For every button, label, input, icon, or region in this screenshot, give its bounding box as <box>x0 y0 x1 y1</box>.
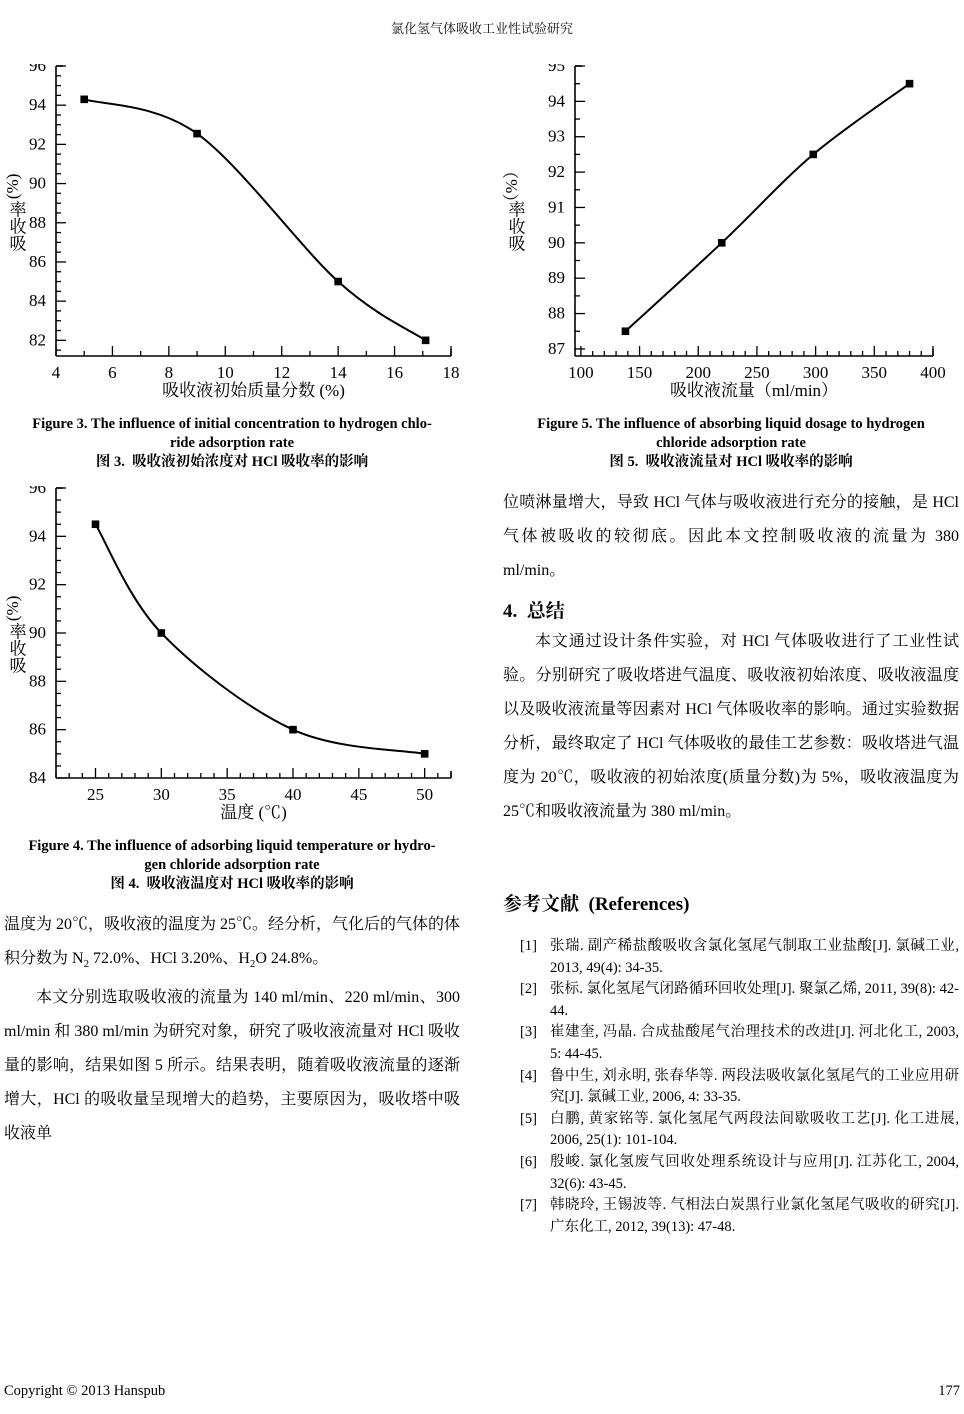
svg-text:88: 88 <box>29 213 46 232</box>
svg-text:82: 82 <box>29 330 46 349</box>
svg-text:300: 300 <box>803 363 829 382</box>
svg-text:150: 150 <box>627 363 653 382</box>
svg-text:50: 50 <box>416 785 433 804</box>
svg-text:温度 (℃): 温度 (℃) <box>220 803 287 822</box>
svg-text:92: 92 <box>29 575 46 594</box>
svg-text:84: 84 <box>29 291 47 310</box>
svg-text:吸: 吸 <box>10 234 27 253</box>
svg-text:92: 92 <box>548 162 565 181</box>
svg-text:350: 350 <box>862 363 888 382</box>
svg-text:84: 84 <box>29 768 47 787</box>
svg-text:吸: 吸 <box>10 656 27 675</box>
svg-text:88: 88 <box>29 671 46 690</box>
svg-text:16: 16 <box>386 363 403 382</box>
svg-text:30: 30 <box>153 785 170 804</box>
svg-text:12: 12 <box>273 363 290 382</box>
svg-text:94: 94 <box>29 95 47 114</box>
svg-text:96: 96 <box>29 486 46 497</box>
svg-text:87: 87 <box>548 339 566 358</box>
svg-text:400: 400 <box>920 363 946 382</box>
svg-text:40: 40 <box>285 785 302 804</box>
svg-text:14: 14 <box>330 363 348 382</box>
svg-text:90: 90 <box>29 623 46 642</box>
svg-text:100: 100 <box>568 363 594 382</box>
svg-text:吸收液初始质量分数 (%): 吸收液初始质量分数 (%) <box>162 381 345 400</box>
svg-text:92: 92 <box>29 134 46 153</box>
svg-text:90: 90 <box>29 174 46 193</box>
svg-text:吸: 吸 <box>509 234 526 253</box>
svg-text:吸收液流量（ml/min）: 吸收液流量（ml/min） <box>670 381 838 400</box>
svg-text:10: 10 <box>217 363 234 382</box>
svg-text:45: 45 <box>350 785 367 804</box>
svg-text:4: 4 <box>52 363 61 382</box>
svg-text:94: 94 <box>29 526 47 545</box>
svg-text:94: 94 <box>548 91 566 110</box>
svg-text:8: 8 <box>165 363 174 382</box>
svg-text:(%): (%) <box>4 174 22 199</box>
svg-text:6: 6 <box>108 363 117 382</box>
svg-text:90: 90 <box>548 233 565 252</box>
svg-text:96: 96 <box>29 64 46 75</box>
svg-text:86: 86 <box>29 720 46 739</box>
svg-text:93: 93 <box>548 127 565 146</box>
svg-text:91: 91 <box>548 197 565 216</box>
svg-text:88: 88 <box>548 304 565 323</box>
svg-text:95: 95 <box>548 64 565 75</box>
svg-text:86: 86 <box>29 252 46 271</box>
svg-text:250: 250 <box>744 363 770 382</box>
svg-text:200: 200 <box>686 363 712 382</box>
svg-text:89: 89 <box>548 268 565 287</box>
svg-text:25: 25 <box>87 785 104 804</box>
svg-text:(%): (%) <box>4 596 22 621</box>
svg-text:35: 35 <box>219 785 236 804</box>
svg-text:18: 18 <box>443 363 460 382</box>
